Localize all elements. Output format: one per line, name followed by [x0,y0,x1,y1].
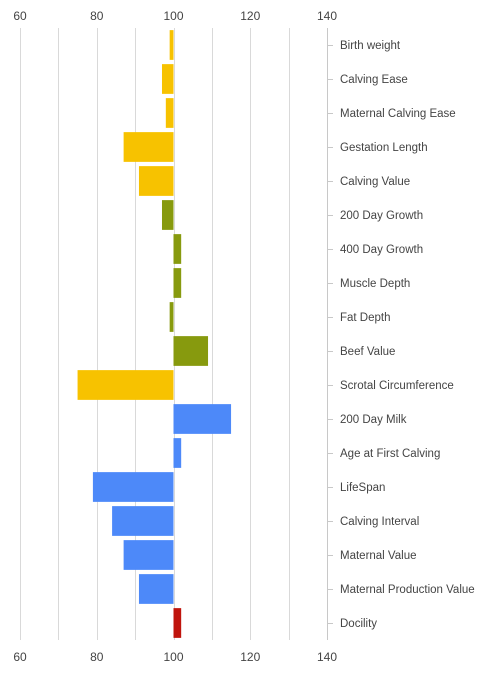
x-axis-top-ticks: 60 80 100 120 140 [13,9,337,23]
bar [161,64,174,94]
x-tick-label-top: 140 [317,9,337,23]
category-label: Calving Ease [340,74,408,86]
bars [77,30,232,638]
category-label: 400 Day Growth [340,244,423,256]
category-label: Scrotal Circumference [340,380,454,392]
bar [173,404,232,434]
bar [165,98,174,128]
bar [138,574,174,604]
x-tick-label-top: 80 [90,9,104,23]
x-tick-label-bottom: 100 [163,650,183,664]
axes [327,28,333,640]
category-label: Gestation Length [340,142,428,154]
x-axis-bottom-ticks: 60 80 100 120 140 [13,650,337,664]
bar [112,506,174,536]
category-label: Birth weight [340,40,401,52]
category-label: LifeSpan [340,482,385,494]
category-label: Calving Value [340,176,410,188]
x-tick-label-bottom: 80 [90,650,104,664]
bar [169,30,174,60]
category-label: Age at First Calving [340,448,440,460]
grid-lines [20,28,328,640]
bar [92,472,174,502]
bar [123,540,174,570]
category-label: Maternal Calving Ease [340,108,456,120]
category-label: Maternal Value [340,550,417,562]
bar [173,336,209,366]
category-label: Beef Value [340,346,395,358]
x-tick-label-top: 100 [163,9,183,23]
category-label: Calving Interval [340,516,419,528]
x-tick-label-bottom: 60 [13,650,27,664]
category-label: Muscle Depth [340,278,410,290]
bar [173,608,182,638]
bar [169,302,174,332]
category-labels: Birth weight Calving Ease Maternal Calving… [340,40,475,630]
category-label: Fat Depth [340,312,391,324]
x-tick-label-bottom: 140 [317,650,337,664]
category-label: Docility [340,618,377,630]
bar [173,438,182,468]
x-tick-label-bottom: 120 [240,650,260,664]
category-label: 200 Day Milk [340,414,407,426]
x-tick-label-top: 60 [13,9,27,23]
category-label: Maternal Production Value [340,584,475,596]
category-label: 200 Day Growth [340,210,423,222]
bar [173,234,182,264]
bar [138,166,174,196]
bar [77,370,174,400]
bar [173,268,182,298]
x-tick-label-top: 120 [240,9,260,23]
bar [161,200,174,230]
bar [123,132,174,162]
